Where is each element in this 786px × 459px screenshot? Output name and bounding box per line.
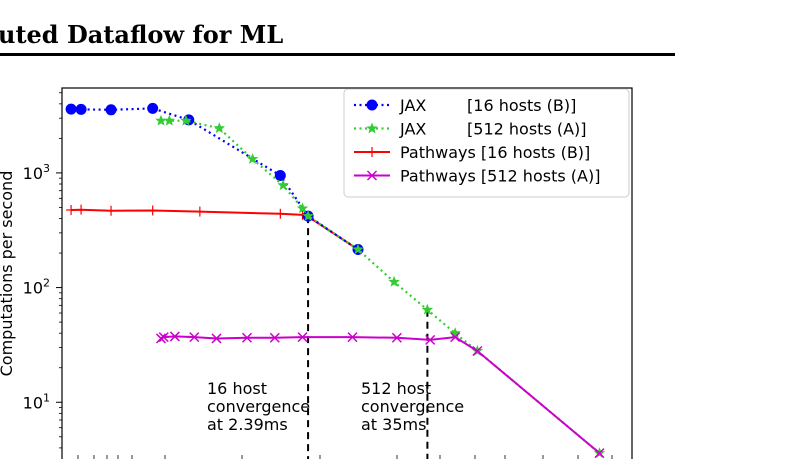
legend-label: JAX [512 hosts (A)] (399, 120, 587, 139)
data-point (211, 333, 222, 344)
data-point (106, 205, 117, 216)
legend-label: Pathways [16 hosts (B)] (400, 143, 590, 162)
data-point (297, 332, 308, 343)
data-point (66, 204, 77, 215)
data-point (421, 303, 434, 315)
data-point (75, 103, 87, 115)
data-point (213, 122, 225, 134)
legend-box (343, 88, 630, 198)
data-point (194, 206, 205, 217)
data-point (163, 114, 176, 126)
data-point (274, 169, 286, 181)
data-point (155, 114, 167, 126)
data-point (352, 243, 364, 255)
data-point (366, 99, 378, 111)
data-point (366, 122, 378, 134)
data-point (147, 205, 158, 216)
data-point (388, 275, 400, 287)
data-point (472, 345, 483, 357)
data-point (449, 327, 461, 339)
header-rule (0, 53, 675, 56)
data-point (594, 448, 605, 459)
annotation-text: 16 host (207, 379, 267, 398)
y-tick-label: 102 (23, 277, 50, 298)
data-point (155, 333, 167, 344)
data-point (105, 104, 117, 116)
data-point (425, 334, 436, 345)
legend-label: JAX [16 hosts (B)] (399, 96, 576, 115)
data-point (277, 179, 289, 191)
data-point (189, 332, 200, 343)
series-line (160, 335, 601, 454)
annotation-text: 512 host (361, 379, 431, 398)
data-point (147, 102, 159, 114)
data-point (367, 147, 377, 157)
plot-frame (61, 87, 633, 459)
data-point (391, 332, 402, 343)
legend-label: Pathways [512 hosts (A)] (400, 167, 600, 186)
y-tick-label: 103 (23, 162, 50, 183)
data-point (158, 332, 169, 343)
data-point (275, 208, 286, 219)
data-point (180, 114, 192, 126)
annotation-text: at 35ms (361, 415, 426, 434)
annotation-text: convergence (207, 397, 310, 416)
annotation-text: at 2.39ms (207, 415, 288, 434)
data-point (347, 332, 358, 343)
data-point (169, 331, 180, 342)
data-point (302, 210, 314, 221)
data-point (450, 332, 461, 343)
annotation-text: convergence (361, 397, 464, 416)
data-point (269, 332, 280, 343)
data-point (296, 202, 309, 214)
data-point (246, 153, 259, 164)
data-point (76, 204, 87, 215)
data-point (241, 332, 253, 343)
page-header-title: uted Dataflow for ML (0, 20, 284, 49)
data-point (65, 103, 77, 115)
y-tick-label: 101 (23, 391, 50, 412)
series-line (71, 107, 359, 251)
y-axis-label: Computations per second (0, 171, 16, 377)
series-line (71, 208, 359, 251)
data-point (366, 170, 378, 181)
